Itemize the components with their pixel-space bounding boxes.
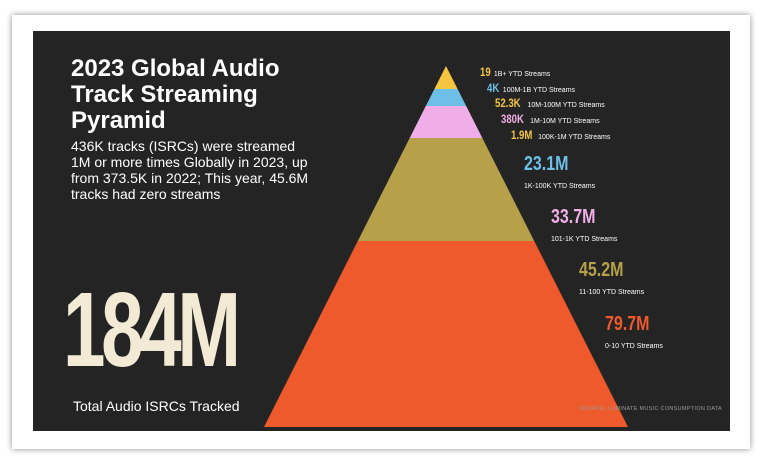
tier-description-1: 1B+ YTD Streams [493, 71, 551, 78]
tier-label-7: 33.7M 101-1K YTD Streams [551, 206, 617, 246]
pyramid-band-3 [409, 106, 483, 138]
tier-label-4: 380K 1M-10M YTD Streams [501, 110, 600, 128]
tier-label-9: 79.7M 0-10 YTD Streams [605, 313, 663, 353]
slide-frame: 2023 Global Audio Track Streaming Pyrami… [12, 15, 750, 449]
tier-label-6: 23.1M 1K-100K YTD Streams [524, 153, 595, 193]
tier-value-9: 79.7M [605, 313, 650, 335]
tier-value-4: 380K [501, 112, 524, 126]
tier-value-2: 4K [487, 81, 500, 95]
total-isrcs-value: 184M [63, 271, 241, 389]
pyramid-band-1 [434, 66, 458, 89]
chart-title: 2023 Global Audio Track Streaming Pyrami… [71, 55, 280, 134]
pyramid-chart [264, 66, 628, 427]
tier-description-8: 11-100 YTD Streams [579, 289, 645, 296]
tier-label-2: 4K 100M-1B YTD Streams [487, 79, 575, 97]
tier-description-5: 100K-1M YTD Streams [538, 134, 611, 141]
tier-label-3: 52.3K 10M-100M YTD Streams [495, 94, 605, 112]
chart-subtitle: 436K tracks (ISRCs) were streamed 1M or … [71, 138, 309, 202]
tier-label-5: 1.9M 100K-1M YTD Streams [511, 126, 610, 144]
pyramid-band-2 [425, 89, 467, 106]
tier-label-8: 45.2M 11-100 YTD Streams [579, 259, 644, 299]
pyramid-band-4 [357, 138, 535, 241]
tier-value-5: 1.9M [511, 128, 533, 142]
tier-description-3: 10M-100M YTD Streams [527, 102, 605, 109]
source-note: SOURCE: LUMINATE MUSIC CONSUMPTION DATA [578, 406, 722, 412]
tier-description-9: 0-10 YTD Streams [605, 343, 663, 350]
tier-description-2: 100M-1B YTD Streams [502, 87, 576, 94]
tier-description-4: 1M-10M YTD Streams [530, 118, 600, 125]
pyramid-band-5 [264, 241, 628, 427]
tier-value-3: 52.3K [495, 96, 521, 110]
tier-description-7: 101-1K YTD Streams [551, 236, 618, 243]
tier-value-6: 23.1M [524, 153, 569, 175]
tier-value-1: 19 [480, 65, 491, 79]
tier-label-1: 19 1B+ YTD Streams [480, 63, 550, 81]
tier-value-7: 33.7M [551, 206, 596, 228]
total-isrcs-caption: Total Audio ISRCs Tracked [73, 398, 240, 414]
tier-description-6: 1K-100K YTD Streams [524, 183, 596, 190]
tier-value-8: 45.2M [579, 259, 624, 281]
pyramid-slide: 2023 Global Audio Track Streaming Pyrami… [33, 31, 730, 431]
